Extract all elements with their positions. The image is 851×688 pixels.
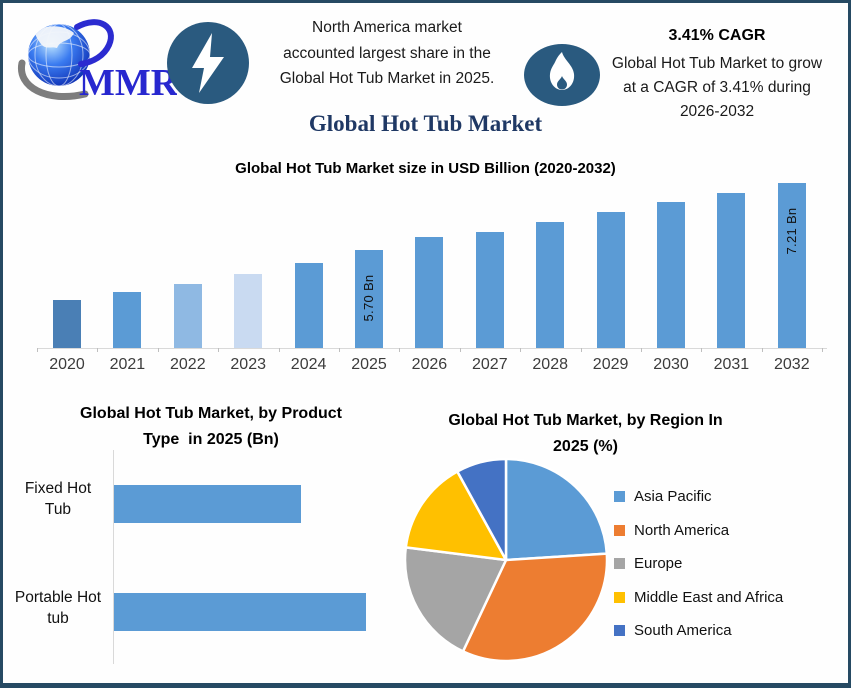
product-type-axis-line [113,450,114,664]
bar-2025 [355,250,383,348]
bar-2024 [294,263,323,348]
legend-item: Europe [614,553,783,574]
legend-swatch [614,558,625,569]
axis-tick [641,348,642,352]
lightning-icon [167,22,249,104]
legend-item: South America [614,620,783,641]
mmr-logo: MMR [18,19,177,104]
year-label: 2022 [170,356,206,373]
year-label: 2027 [472,356,508,373]
cagr-block: 3.41% CAGR Global Hot Tub Market to grow… [595,27,839,124]
region-pie-chart [403,457,609,663]
axis-tick [520,348,522,352]
year-label: 2028 [532,356,568,373]
bar-2023 [234,274,263,348]
axis-tick [701,348,703,352]
year-label: 2020 [49,356,85,373]
axis-tick [459,348,461,352]
category-label: Fixed Hot Tub [24,480,92,518]
axis-tick [97,348,99,352]
legend-item: Middle East and Africa [614,587,783,608]
market-size-chart-title: Global Hot Tub Market size in USD Billio… [235,160,616,177]
legend-item: North America [614,520,783,541]
legend-label: South America [634,622,732,639]
pie-slice-north-america [461,552,609,663]
pie-slice-middle-east-and-africa [404,470,508,562]
year-label: 2021 [109,356,146,373]
bar-2031 [717,193,746,348]
logo-text: MMR [79,62,177,104]
axis-tick [157,348,159,352]
region-chart-title: Global Hot Tub Market, by Region In 2025… [448,412,723,455]
year-label: 2023 [230,356,266,373]
legend-swatch [614,625,625,636]
legend-item: Asia Pacific [614,486,783,507]
legend-label: Asia Pacific [634,488,712,505]
legend-swatch [614,524,625,536]
market-size-bar-chart: 2020 2021 2022 2023 2024 2025 5.70 Bn 2026 2027 2… [37,181,831,381]
axis-tick [822,348,824,352]
legend-label: Europe [634,555,683,572]
year-label: 2030 [653,356,689,373]
axis-tick [580,348,582,352]
axis-tick [339,348,340,352]
bar-2020 [53,300,81,348]
pie-slice-south-america [456,457,508,562]
year-label: 2032 [774,356,810,373]
logo-blue-swoosh [74,19,114,67]
bar-2030 [657,202,685,348]
cagr-title: 3.41% CAGR [668,27,766,44]
bar-value-label: 5.70 Bn [361,274,376,322]
bar-2028 [536,222,565,348]
bar-fixed-hot-tub [114,485,301,523]
category-label: Portable Hot tub [14,589,102,627]
logo-gray-swoosh [18,59,89,101]
bar-2027 [475,232,504,348]
flame-icon [524,44,600,106]
legend-label: Middle East and Africa [634,588,784,606]
legend-swatch [614,591,625,603]
bar-2029 [596,212,625,348]
product-type-bar-chart [114,450,394,664]
bar-2022 [173,284,202,348]
year-label: 2031 [713,356,750,373]
axis-tick [37,348,38,352]
axis-tick [218,348,220,352]
year-label: 2026 [411,356,448,373]
pie-slice-asia-pacific [504,457,609,562]
product-type-category-labels: Fixed Hot Tub Portable Hot tub [7,450,109,664]
region-legend: Asia Pacific North America Europe Middle Ea… [614,486,783,654]
axis-tick [761,348,763,352]
year-label: 2025 [351,356,387,373]
bar-2021 [113,292,142,348]
year-label: 2029 [592,356,629,373]
bar-2026 [415,237,444,348]
axis-tick [278,348,280,352]
cagr-note: Global Hot Tub Market to grow at a CAGR … [611,55,823,121]
legend-swatch [614,491,625,502]
header-note: North America market accounted largest s… [279,19,495,88]
bar-portable-hot-tub [114,593,366,631]
legend-label: North America [634,521,730,539]
bar-2032 [777,183,806,348]
year-label: 2024 [290,356,327,373]
pie-slice-europe [403,546,508,653]
globe-continent [35,26,74,48]
axis-tick [399,348,401,352]
product-type-chart-title: Global Hot Tub Market, by Product Type i… [80,405,342,449]
bar-value-label: 7.21 Bn [783,207,799,255]
page-title: Global Hot Tub Market [308,111,543,136]
x-axis-line [37,348,827,349]
